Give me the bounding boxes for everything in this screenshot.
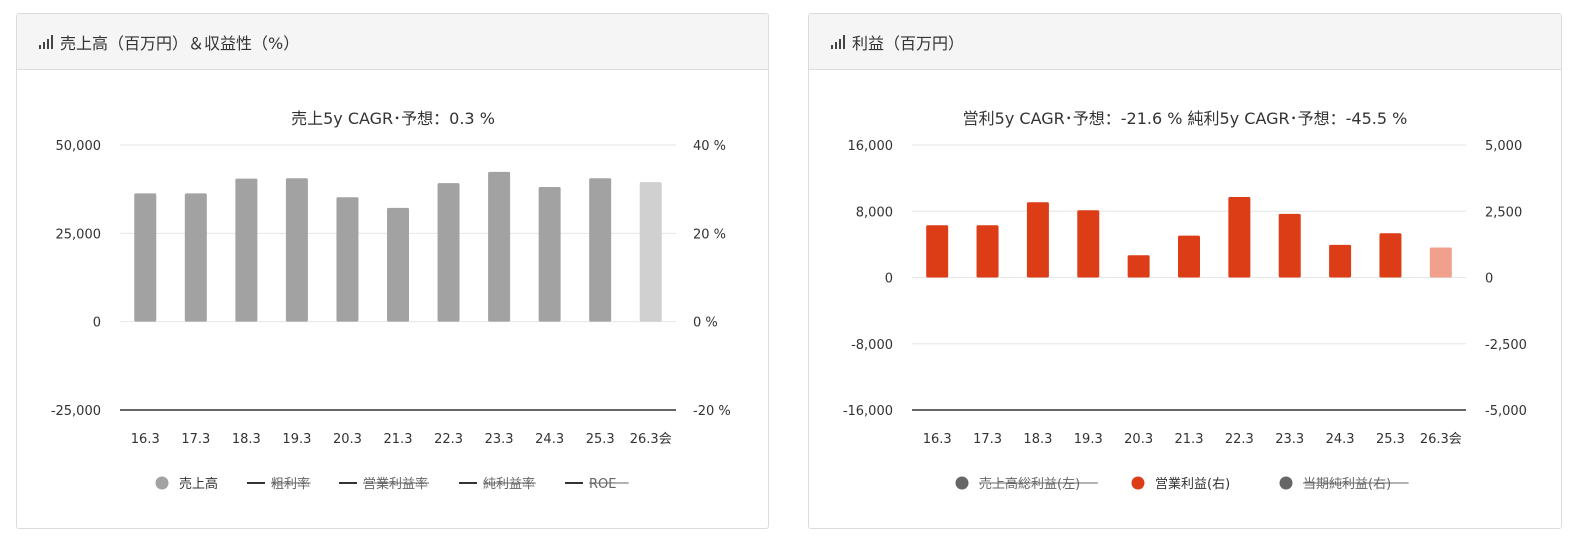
category-label: 20.3 xyxy=(333,432,362,447)
left-axis-tick: 0 xyxy=(93,316,101,331)
left-axis-tick: 8,000 xyxy=(856,205,893,220)
profit-panel: 利益（百万円） 営利5y CAGR･予想：-21.6 % 純利5y CAGR･予… xyxy=(808,13,1562,529)
bar-chart-icon xyxy=(831,34,845,49)
category-label: 16.3 xyxy=(923,432,952,447)
category-label: 22.3 xyxy=(434,432,463,447)
category-label: 16.3 xyxy=(131,432,160,447)
chart-title: 売上5y CAGR･予想：0.3 % xyxy=(291,109,495,128)
left-axis-tick: -8,000 xyxy=(851,338,893,353)
left-axis-tick: -25,000 xyxy=(51,404,101,419)
category-label: 23.3 xyxy=(1275,432,1304,447)
bar xyxy=(235,178,258,322)
left-axis-tick: 50,000 xyxy=(56,139,102,154)
category-label: 18.3 xyxy=(232,432,261,447)
legend-marker xyxy=(155,476,169,490)
category-label: 17.3 xyxy=(181,432,210,447)
bar xyxy=(1077,210,1100,278)
bar xyxy=(184,193,207,322)
legend-label: 純利益率 xyxy=(483,476,535,492)
category-label: 26.3会 xyxy=(630,432,672,447)
bar xyxy=(1379,233,1402,278)
legend-label: ROE xyxy=(589,477,616,492)
bar-chart-icon xyxy=(39,34,53,49)
revenue-chart: 売上5y CAGR･予想：0.3 % 50,000 40 % 25,000 20 % 0 0… xyxy=(51,109,731,492)
category-label: 24.3 xyxy=(1326,432,1355,447)
right-axis-tick: -5,000 xyxy=(1485,404,1527,419)
panel-header: 利益（百万円） xyxy=(809,14,1561,70)
category-label: 20.3 xyxy=(1124,432,1153,447)
right-axis-tick: 5,000 xyxy=(1485,139,1522,154)
category-label: 25.3 xyxy=(586,432,615,447)
legend-label: 売上高 xyxy=(179,476,218,492)
bar xyxy=(1127,255,1150,278)
panel-title: 売上高（百万円）＆収益性（%） xyxy=(60,33,300,53)
right-axis-tick: 40 % xyxy=(693,139,726,154)
right-axis-tick: 20 % xyxy=(693,227,726,242)
right-axis-tick: -20 % xyxy=(693,404,731,419)
legend-label: 営業利益(右) xyxy=(1155,476,1230,492)
bar xyxy=(488,171,511,322)
left-axis-tick: 0 xyxy=(885,272,893,287)
right-axis-tick: 2,500 xyxy=(1485,205,1522,220)
category-label: 23.3 xyxy=(485,432,514,447)
right-axis-tick: 0 xyxy=(1485,272,1493,287)
bar xyxy=(1228,196,1251,278)
category-label: 26.3会 xyxy=(1420,432,1462,447)
legend-marker xyxy=(1131,476,1145,490)
legend-label: 当期純利益(右) xyxy=(1303,477,1391,492)
category-label: 21.3 xyxy=(384,432,413,447)
bar xyxy=(1026,202,1049,278)
bar xyxy=(387,207,409,322)
category-label: 19.3 xyxy=(1074,432,1103,447)
panel-title: 利益（百万円） xyxy=(852,33,965,53)
bar xyxy=(589,178,612,322)
bar xyxy=(976,225,999,278)
right-axis-tick: 0 % xyxy=(693,316,718,331)
category-label: 21.3 xyxy=(1175,432,1204,447)
category-label: 17.3 xyxy=(973,432,1002,447)
left-axis-tick: 25,000 xyxy=(56,227,102,242)
bar xyxy=(538,187,561,322)
bar xyxy=(1278,213,1301,278)
legend-marker xyxy=(955,476,969,490)
bar xyxy=(336,197,359,322)
revenue-profitability-panel: 売上高（百万円）＆収益性（%） 売上5y CAGR･予想：0.3 % 50,000… xyxy=(16,13,769,529)
category-label: 22.3 xyxy=(1225,432,1254,447)
legend-label: 売上高総利益(左) xyxy=(979,476,1080,492)
right-axis-tick: -2,500 xyxy=(1485,338,1527,353)
bar xyxy=(1178,235,1200,278)
category-label: 24.3 xyxy=(535,432,564,447)
bar xyxy=(1329,244,1352,278)
category-label: 19.3 xyxy=(282,432,311,447)
profit-chart: 営利5y CAGR･予想：-21.6 % 純利5y CAGR･予想：-45.5 … xyxy=(843,109,1527,492)
bar xyxy=(1429,247,1452,278)
legend-label: 粗利率 xyxy=(271,476,310,492)
bar xyxy=(285,178,308,322)
legend-marker xyxy=(1279,476,1293,490)
bar xyxy=(134,193,157,322)
category-label: 18.3 xyxy=(1023,432,1052,447)
bar xyxy=(926,225,949,278)
left-axis-tick: 16,000 xyxy=(848,139,894,154)
bar xyxy=(437,183,460,322)
bar xyxy=(639,182,662,322)
panel-header: 売上高（百万円）＆収益性（%） xyxy=(17,14,768,70)
category-label: 25.3 xyxy=(1376,432,1405,447)
left-axis-tick: -16,000 xyxy=(843,404,893,419)
legend-label: 営業利益率 xyxy=(363,476,428,492)
chart-title: 営利5y CAGR･予想：-21.6 % 純利5y CAGR･予想：-45.5 … xyxy=(963,109,1408,128)
